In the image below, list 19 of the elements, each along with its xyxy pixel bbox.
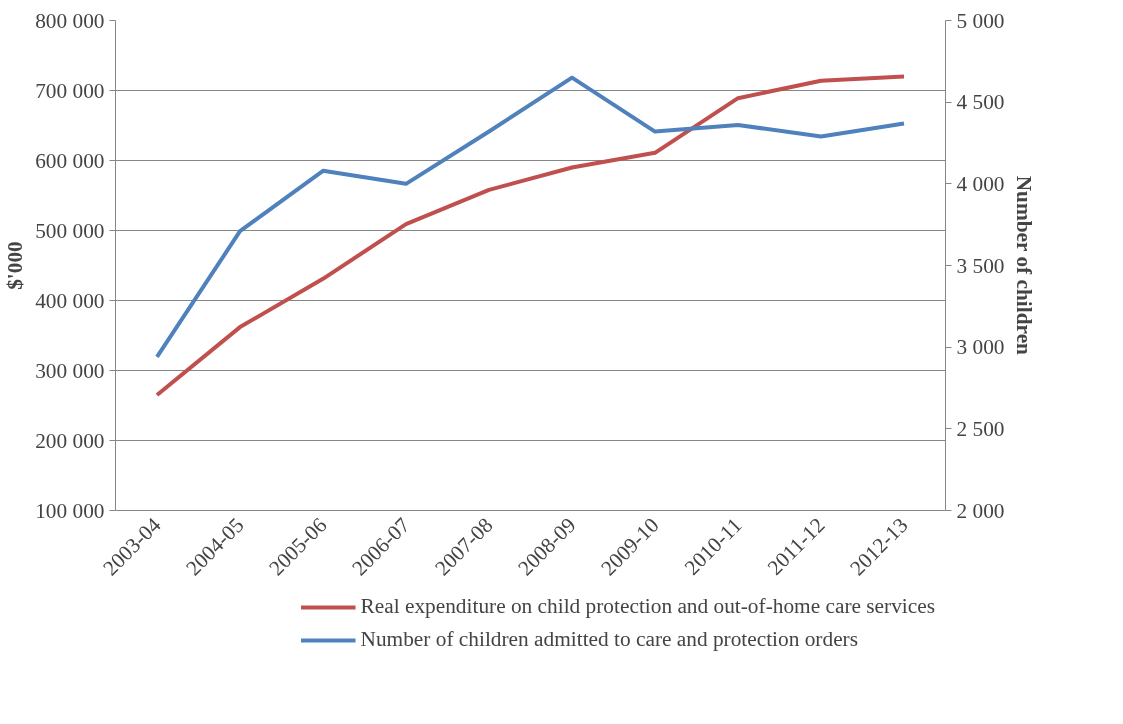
y-axis-title: $'000: [3, 241, 28, 290]
y2-tick-label: 3 000: [956, 335, 1005, 360]
y-tick-label: 300 000: [35, 358, 105, 383]
y-tick-label: 200 000: [35, 428, 105, 453]
y2-tick-label: 2 500: [956, 416, 1005, 441]
y-tick-label: 800 000: [35, 8, 105, 33]
y-tick-label: 400 000: [35, 288, 105, 313]
y2-tick-label: 4 500: [956, 90, 1005, 115]
legend-label: Number of children admitted to care and protection orders: [360, 627, 859, 652]
y2-tick-label: 4 000: [956, 171, 1005, 196]
y2-tick-label: 3 500: [956, 253, 1005, 278]
y-tick-label: 100 000: [35, 498, 105, 523]
y-tick-label: 500 000: [35, 218, 105, 243]
y2-tick-label: 5 000: [956, 8, 1005, 33]
y-tick-label: 600 000: [35, 148, 105, 173]
y-tick-label: 700 000: [35, 78, 105, 103]
y2-axis-title: Number of children: [1012, 175, 1037, 356]
legend-label: Real expenditure on child protection and out-of-home care services: [360, 594, 935, 619]
y2-tick-label: 2 000: [956, 498, 1005, 523]
